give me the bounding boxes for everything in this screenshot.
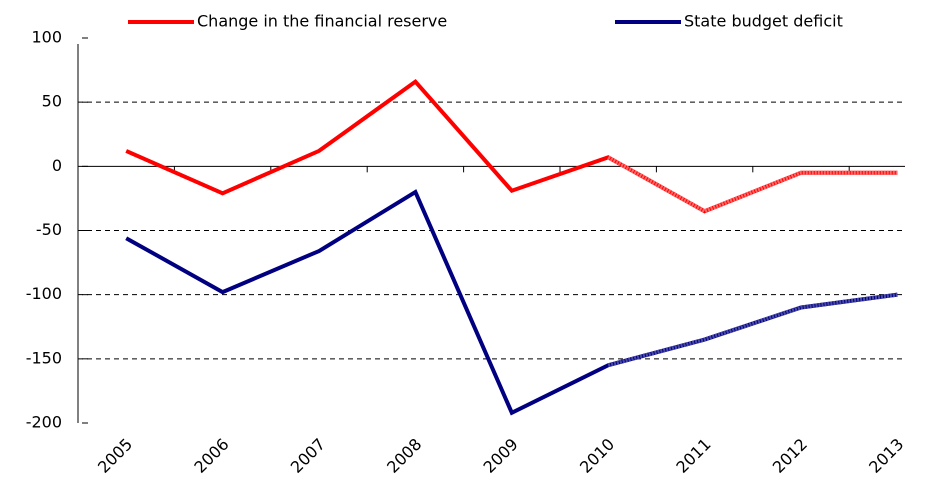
y-tick-label: -50 [36, 220, 62, 239]
y-tick-label: -200 [26, 413, 62, 432]
y-tick-label: 50 [42, 92, 62, 111]
x-tick-label: 2011 [672, 435, 714, 477]
y-tick-label: -100 [26, 284, 62, 303]
x-tick-label: 2008 [383, 435, 425, 477]
legend-label: Change in the financial reserve [197, 12, 447, 31]
x-tick-label: 2012 [769, 435, 811, 477]
x-tick-label: 2009 [480, 435, 522, 477]
y-tick-label: -150 [26, 348, 62, 367]
x-tick-label: 2013 [865, 435, 907, 477]
legend-label: State budget deficit [684, 12, 843, 31]
projection-line [607, 292, 898, 368]
x-tick-label: 2007 [287, 435, 329, 477]
series-line [125, 189, 898, 416]
series-line [125, 78, 898, 214]
projection-line [607, 155, 898, 214]
y-tick-label: 0 [52, 156, 62, 175]
x-tick-label: 2010 [576, 435, 618, 477]
x-tick-label: 2006 [190, 435, 232, 477]
x-tick-label: 2005 [94, 435, 136, 477]
y-tick-label: 100 [31, 28, 62, 47]
